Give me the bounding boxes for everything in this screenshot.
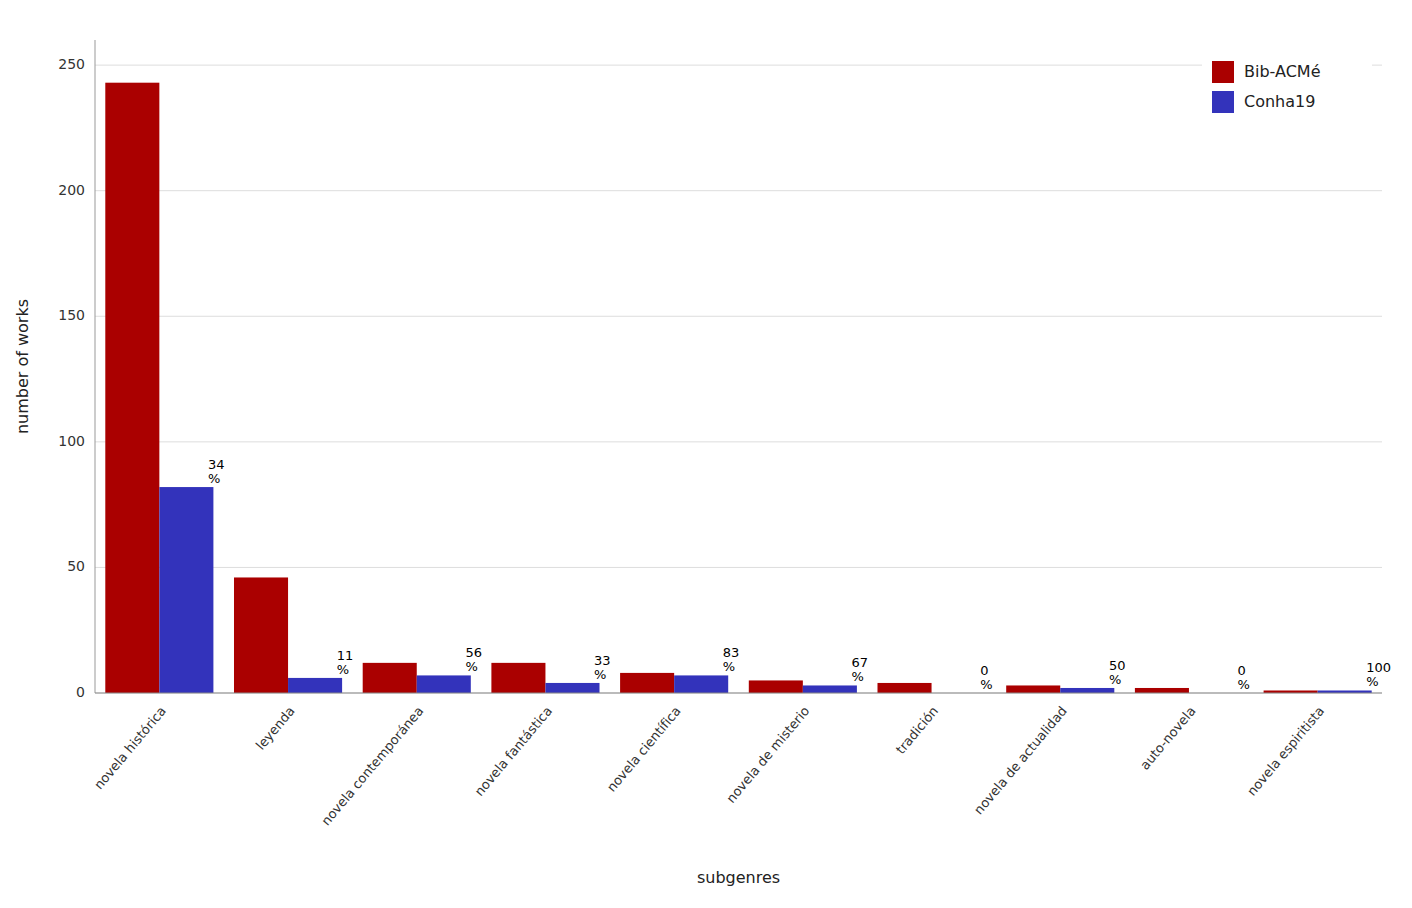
legend-swatch xyxy=(1212,91,1234,113)
bar xyxy=(234,577,288,693)
x-tick-label: tradición xyxy=(893,703,941,756)
bar xyxy=(620,673,674,693)
x-axis: novela histórica leyenda novela contemporá… xyxy=(91,693,1382,828)
x-tick-label: leyenda xyxy=(253,703,298,752)
bar xyxy=(491,663,545,693)
legend-label: Bib-ACMé xyxy=(1244,62,1320,81)
legend-label: Conha19 xyxy=(1244,92,1315,111)
percentage-label: 0% xyxy=(1238,663,1250,692)
x-tick-label: novela científica xyxy=(604,703,684,794)
legend-swatch xyxy=(1212,61,1234,83)
y-tick-label: 0 xyxy=(76,684,85,700)
bar xyxy=(1135,688,1189,693)
legend-box xyxy=(1202,50,1372,126)
percentage-label: 33% xyxy=(594,653,611,682)
percentage-label: 56% xyxy=(465,645,482,674)
y-axis-line xyxy=(95,40,96,693)
bar xyxy=(674,675,728,693)
bar xyxy=(749,680,803,693)
bar xyxy=(803,685,857,693)
grid-line xyxy=(95,65,1382,66)
bar xyxy=(877,683,931,693)
x-axis-line xyxy=(95,693,1382,694)
percentage-label: 50% xyxy=(1109,658,1126,687)
grid-line xyxy=(95,316,1382,317)
bar xyxy=(1060,688,1114,693)
legend: Bib-ACMé Conha19 xyxy=(1202,50,1372,126)
x-tick-label: novela histórica xyxy=(91,703,169,792)
grid-line xyxy=(95,190,1382,191)
y-tick-label: 250 xyxy=(58,56,85,72)
y-tick-label: 100 xyxy=(58,433,85,449)
bar xyxy=(1006,685,1060,693)
bar xyxy=(159,487,213,693)
x-tick-label: novela de misterio xyxy=(723,703,812,805)
grid-line xyxy=(95,567,1382,568)
percentage-labels: 34% 11% 56% 33% 83% 67% 0% 50% 0% 100% xyxy=(208,457,1391,692)
y-tick-label: 150 xyxy=(58,307,85,323)
percentage-label: 0% xyxy=(980,663,992,692)
y-tick-label: 200 xyxy=(58,182,85,198)
bar xyxy=(288,678,342,693)
percentage-label: 67% xyxy=(851,655,868,684)
percentage-label: 83% xyxy=(723,645,740,674)
grid-line xyxy=(95,693,1382,694)
bar xyxy=(545,683,599,693)
bars xyxy=(105,83,1371,693)
bar xyxy=(105,83,159,693)
x-tick-label: auto-novela xyxy=(1137,703,1198,772)
bar xyxy=(417,675,471,693)
chart-container: 0 50 100 150 200 250 34% 11% 56% 33% 83% 67% 0% 50% 0%… xyxy=(0,0,1412,908)
x-tick-label: novela contemporánea xyxy=(318,703,426,828)
percentage-label: 100% xyxy=(1366,660,1391,689)
x-axis-label: subgenres xyxy=(697,868,780,887)
x-tick-label: novela fantástica xyxy=(472,703,556,798)
percentage-label: 11% xyxy=(337,648,354,677)
x-tick-label: novela espiritista xyxy=(1244,703,1327,798)
chart-svg: 0 50 100 150 200 250 34% 11% 56% 33% 83% 67% 0% 50% 0%… xyxy=(0,0,1412,908)
y-axis-label: number of works xyxy=(13,299,32,434)
bar xyxy=(363,663,417,693)
grid-line xyxy=(95,441,1382,442)
y-axis: 0 50 100 150 200 250 xyxy=(58,40,1382,700)
x-tick-label: novela de actualidad xyxy=(971,703,1070,817)
y-tick-label: 50 xyxy=(67,558,85,574)
percentage-label: 34% xyxy=(208,457,225,486)
